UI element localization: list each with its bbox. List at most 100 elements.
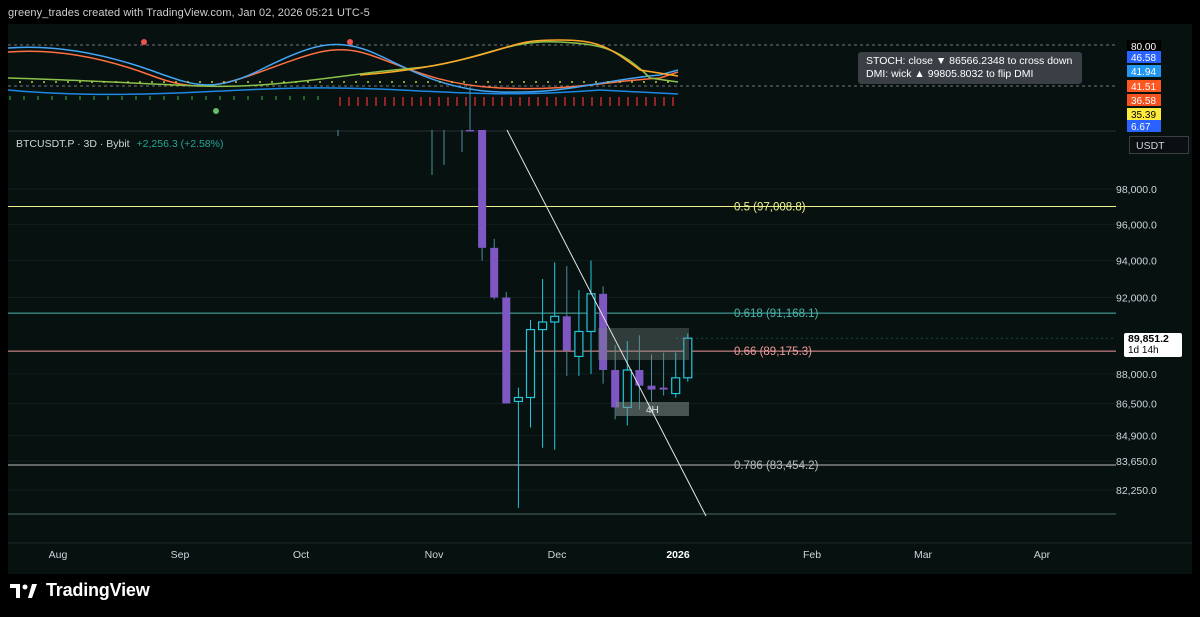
- candles: [337, 86, 693, 508]
- tradingview-logo-icon: [10, 581, 38, 601]
- indicator-dot: [523, 81, 525, 83]
- indicator-scale-label: 35.39: [1127, 108, 1161, 121]
- indicator-dot: [499, 81, 501, 83]
- descending-trendline: [506, 129, 707, 517]
- indicator-dot: [307, 81, 309, 83]
- indicator-scale-label: 80.00: [1127, 40, 1161, 53]
- indicator-dot: [559, 81, 561, 83]
- indicator-info-box: STOCH: close ▼ 86566.2348 to cross down …: [858, 52, 1082, 84]
- indicator-dot: [583, 81, 585, 83]
- indicator-dot: [415, 81, 417, 83]
- indicator-scale-label-bg: [1127, 51, 1161, 63]
- candle-body: [525, 328, 536, 399]
- candle: [513, 387, 524, 508]
- candle-body: [478, 130, 487, 248]
- x-tick-label: Feb: [803, 549, 821, 561]
- currency-button[interactable]: USDT: [1129, 136, 1189, 154]
- indicator-dot: [151, 81, 153, 83]
- indicator-dot: [247, 81, 249, 83]
- symbol-name: BTCUSDT.P · 3D · Bybit: [16, 138, 130, 150]
- indicator-dot: [451, 81, 453, 83]
- symbol-change: +2,256.3 (+2.58%): [136, 138, 224, 150]
- indicator-dot: [319, 81, 321, 83]
- y-tick-label: 92,000.0: [1116, 293, 1157, 305]
- y-tick-label: 88,000.0: [1116, 369, 1157, 381]
- y-tick-label: 82,250.0: [1116, 485, 1157, 497]
- candle: [490, 238, 499, 300]
- candle: [647, 354, 656, 402]
- indicator-scale-label-bg: [1127, 80, 1161, 92]
- signal-dot-red: [347, 39, 353, 45]
- indicator-dot: [355, 81, 357, 83]
- axes: 98,000.0 96,000.0 94,000.0 92,000.0 88,000.0…: [8, 184, 1192, 561]
- candle: [574, 290, 584, 376]
- fib-label: 0.618 (91,168.1): [734, 308, 819, 320]
- candle-body: [537, 321, 548, 331]
- stoch-k-line: [7, 43, 679, 93]
- indicator-dot: [271, 81, 273, 83]
- indicator-dot: [547, 81, 549, 83]
- x-tick-label: Apr: [1034, 549, 1051, 561]
- indicator-scale-label-text: 6.67: [1131, 122, 1151, 133]
- indicator-scale-label: 41.51: [1127, 80, 1161, 93]
- indicator-dot: [283, 81, 285, 83]
- indicator-dot: [655, 81, 657, 83]
- indicator-scale-label-text: 35.39: [1131, 110, 1156, 121]
- indicator-dot: [607, 81, 609, 83]
- y-tick-label: 86,500.0: [1116, 398, 1157, 410]
- candle: [635, 335, 644, 410]
- indicator-dot: [31, 81, 33, 83]
- indicator-dot: [295, 81, 297, 83]
- y-tick-label: 94,000.0: [1116, 256, 1157, 268]
- candle: [562, 266, 571, 376]
- candle-body: [611, 370, 620, 408]
- indicator-dot: [619, 81, 621, 83]
- indicator-dot: [19, 81, 21, 83]
- symbol-legend[interactable]: BTCUSDT.P · 3D · Bybit +2,256.3 (+2.58%): [16, 138, 223, 150]
- stoch-info-line: STOCH: close ▼ 86566.2348 to cross down: [866, 55, 1073, 67]
- candle-body: [574, 330, 584, 358]
- stoch-d-line: [7, 48, 679, 90]
- signal-dot-green: [213, 108, 219, 114]
- indicator-dot: [463, 81, 465, 83]
- price-grid: [8, 188, 1116, 491]
- overlays: 4H: [506, 129, 707, 517]
- indicator-scale-label-text: 41.51: [1131, 82, 1156, 93]
- x-tick-label: Sep: [171, 549, 190, 561]
- dmi-minus-line: [7, 87, 679, 96]
- indicator-dot: [175, 81, 177, 83]
- indicator-scale-label-text: 46.58: [1131, 53, 1156, 64]
- indicator-scale-label: 6.67: [1127, 120, 1161, 133]
- indicator-dot: [67, 81, 69, 83]
- candle: [599, 286, 608, 384]
- indicator-dot: [43, 81, 45, 83]
- indicator-scale-label: 41.94: [1127, 65, 1161, 78]
- indicator-dot: [403, 81, 405, 83]
- candle: [537, 278, 548, 448]
- tradingview-logo[interactable]: TradingView: [10, 580, 150, 601]
- candle: [478, 130, 487, 261]
- candle: [466, 86, 474, 132]
- candle-body: [513, 396, 524, 403]
- y-tick-label: 84,900.0: [1116, 431, 1157, 443]
- indicator-dot: [487, 81, 489, 83]
- indicator-dot: [259, 81, 261, 83]
- last-price-value: 89,851.2: [1128, 333, 1169, 345]
- indicator-dot: [379, 81, 381, 83]
- indicator-dot: [55, 81, 57, 83]
- candle-body: [562, 316, 571, 351]
- indicator-dot: [475, 81, 477, 83]
- candle-body: [550, 315, 560, 323]
- indicator-dot: [343, 81, 345, 83]
- fib-label: 0.5 (97,008.8): [734, 201, 806, 213]
- indicator-dot: [427, 81, 429, 83]
- indicator-dot: [211, 81, 213, 83]
- indicator-dot: [187, 81, 189, 83]
- indicator-scale-label: 46.58: [1127, 51, 1161, 64]
- indicator-dot: [235, 81, 237, 83]
- indicator-scale-label-bg: [1127, 108, 1161, 120]
- indicator-dot: [79, 81, 81, 83]
- indicator-dot: [595, 81, 597, 83]
- chart-caption: greeny_trades created with TradingView.c…: [8, 7, 370, 19]
